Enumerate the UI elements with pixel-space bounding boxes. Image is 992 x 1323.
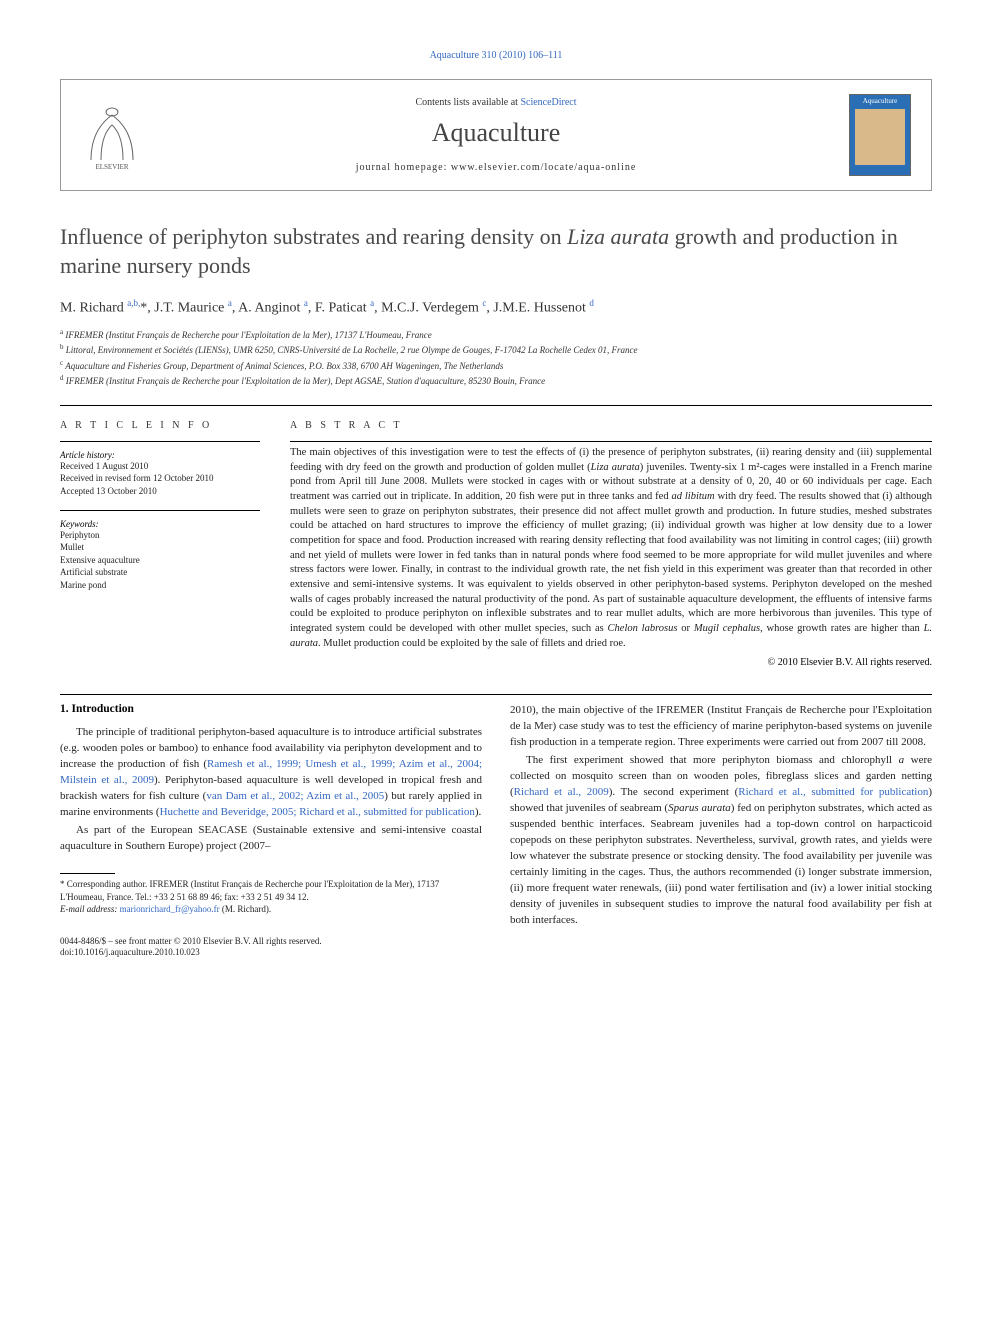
svg-text:ELSEVIER: ELSEVIER bbox=[95, 163, 128, 170]
corresponding-author-footnote: * Corresponding author. IFREMER (Institu… bbox=[60, 878, 482, 916]
doi-line: doi:10.1016/j.aquaculture.2010.10.023 bbox=[60, 947, 482, 959]
body-text-right: 2010), the main objective of the IFREMER… bbox=[510, 703, 932, 928]
left-column: 1. Introduction The principle of traditi… bbox=[60, 703, 482, 959]
sciencedirect-link[interactable]: ScienceDirect bbox=[520, 97, 576, 108]
email-label: E-mail address: bbox=[60, 904, 120, 914]
cover-image bbox=[855, 109, 905, 165]
info-rule-2 bbox=[60, 510, 260, 511]
abstract-copyright: © 2010 Elsevier B.V. All rights reserved… bbox=[290, 657, 932, 668]
right-column: 2010), the main objective of the IFREMER… bbox=[510, 703, 932, 959]
keyword-line: Mullet bbox=[60, 541, 260, 554]
title-pre: Influence of periphyton substrates and r… bbox=[60, 224, 567, 249]
abstract-rule bbox=[290, 441, 932, 442]
email-link[interactable]: marionrichard_fr@yahoo.fr bbox=[120, 904, 220, 914]
rule-bottom bbox=[60, 694, 932, 695]
email-person: (M. Richard). bbox=[220, 904, 272, 914]
homepage-url: www.elsevier.com/locate/aqua-online bbox=[451, 162, 636, 173]
keyword-line: Extensive aquaculture bbox=[60, 554, 260, 567]
body-paragraph: 2010), the main objective of the IFREMER… bbox=[510, 703, 932, 751]
body-text-left: The principle of traditional periphyton-… bbox=[60, 725, 482, 855]
keyword-line: Marine pond bbox=[60, 579, 260, 592]
keyword-line: Periphyton bbox=[60, 529, 260, 542]
keywords-label: Keywords: bbox=[60, 519, 260, 529]
journal-header: ELSEVIER Contents lists available at Sci… bbox=[60, 79, 932, 191]
title-species: Liza aurata bbox=[567, 224, 669, 249]
rule-top bbox=[60, 405, 932, 406]
keyword-line: Artificial substrate bbox=[60, 566, 260, 579]
article-title: Influence of periphyton substrates and r… bbox=[60, 223, 932, 280]
journal-homepage: journal homepage: www.elsevier.com/locat… bbox=[143, 162, 849, 173]
contents-line: Contents lists available at ScienceDirec… bbox=[143, 97, 849, 108]
abstract-text: The main objectives of this investigatio… bbox=[290, 446, 932, 652]
contents-prefix: Contents lists available at bbox=[415, 97, 520, 108]
bottom-matter: 0044-8486/$ – see front matter © 2010 El… bbox=[60, 936, 482, 959]
top-citation-link[interactable]: Aquaculture 310 (2010) 106–111 bbox=[430, 50, 563, 61]
front-matter-line: 0044-8486/$ – see front matter © 2010 El… bbox=[60, 936, 482, 948]
abstract-heading: A B S T R A C T bbox=[290, 420, 932, 431]
authors-line: M. Richard a,b,*, J.T. Maurice a, A. Ang… bbox=[60, 298, 932, 317]
affiliation-line: b Littoral, Environnement et Sociétés (L… bbox=[60, 342, 932, 358]
journal-cover-thumb: Aquaculture bbox=[849, 94, 911, 176]
top-citation: Aquaculture 310 (2010) 106–111 bbox=[60, 50, 932, 61]
elsevier-logo: ELSEVIER bbox=[81, 100, 143, 170]
history-line: Received in revised form 12 October 2010 bbox=[60, 472, 260, 485]
footnote-rule bbox=[60, 873, 115, 874]
history-label: Article history: bbox=[60, 450, 260, 460]
body-paragraph: The first experiment showed that more pe… bbox=[510, 753, 932, 928]
affiliation-line: d IFREMER (Institut Français de Recherch… bbox=[60, 373, 932, 389]
affiliation-line: a IFREMER (Institut Français de Recherch… bbox=[60, 327, 932, 343]
history-line: Accepted 13 October 2010 bbox=[60, 485, 260, 498]
keywords-lines: PeriphytonMulletExtensive aquacultureArt… bbox=[60, 529, 260, 592]
article-info: A R T I C L E I N F O Article history: R… bbox=[60, 420, 260, 669]
affiliations: a IFREMER (Institut Français de Recherch… bbox=[60, 327, 932, 389]
body-paragraph: The principle of traditional periphyton-… bbox=[60, 725, 482, 821]
history-lines: Received 1 August 2010Received in revise… bbox=[60, 460, 260, 498]
history-line: Received 1 August 2010 bbox=[60, 460, 260, 473]
section-1-heading: 1. Introduction bbox=[60, 703, 482, 715]
body-paragraph: As part of the European SEACASE (Sustain… bbox=[60, 823, 482, 855]
article-info-heading: A R T I C L E I N F O bbox=[60, 420, 260, 431]
cover-title: Aquaculture bbox=[863, 95, 898, 105]
affiliation-line: c Aquaculture and Fisheries Group, Depar… bbox=[60, 358, 932, 374]
journal-name: Aquaculture bbox=[143, 118, 849, 148]
abstract: A B S T R A C T The main objectives of t… bbox=[290, 420, 932, 669]
info-rule-1 bbox=[60, 441, 260, 442]
homepage-prefix: journal homepage: bbox=[356, 162, 451, 173]
corresponding-text: * Corresponding author. IFREMER (Institu… bbox=[60, 878, 482, 903]
